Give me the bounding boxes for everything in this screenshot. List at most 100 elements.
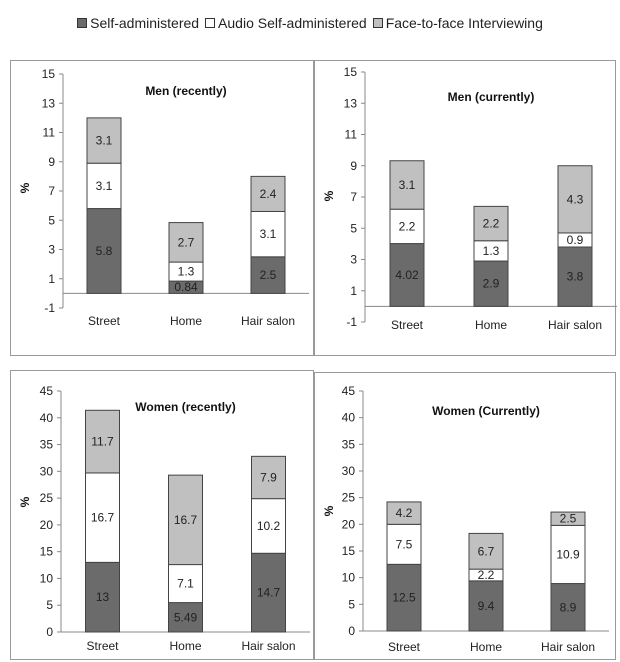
legend-swatch-self-administered <box>77 18 87 28</box>
x-tick-label: Home <box>475 318 507 332</box>
data-label-face-to-face-interviewing-street: 3.1 <box>96 134 113 148</box>
y-tick-label: 5 <box>350 221 357 235</box>
y-axis-label: % <box>18 182 32 193</box>
legend-label-audio-self-administered: Audio Self-administered <box>218 15 367 31</box>
x-tick-label: Street <box>88 314 121 328</box>
y-tick-label: -1 <box>346 315 357 329</box>
chart-title: Women (recently) <box>135 400 235 414</box>
y-tick-label: 30 <box>40 464 54 478</box>
chart-svg: -1135791113155.83.13.1Street0.841.32.7Ho… <box>11 61 313 355</box>
data-label-audio-self-administered-street: 3.1 <box>96 179 113 193</box>
legend-item-self-administered: Self-administered <box>77 15 199 31</box>
y-tick-label: 40 <box>40 411 54 425</box>
y-tick-label: 20 <box>40 518 54 532</box>
data-label-audio-self-administered-street: 16.7 <box>91 511 115 525</box>
chart-title: Men (recently) <box>145 84 226 98</box>
data-label-self-administered-hair-salon: 14.7 <box>257 586 281 600</box>
legend-label-self-administered: Self-administered <box>90 15 199 31</box>
x-tick-label: Street <box>391 318 424 332</box>
data-label-face-to-face-interviewing-home: 2.7 <box>178 235 195 249</box>
data-label-audio-self-administered-hair-salon: 10.9 <box>556 547 580 561</box>
data-label-self-administered-home: 2.9 <box>483 277 500 291</box>
y-tick-label: 40 <box>342 411 356 425</box>
chart-panel-men-recently: -1 1 3 5 7 9 11 13 15 5.8 3.1 3.1 Street 0.84 1.3 2.7 Ho… <box>10 60 314 356</box>
data-label-face-to-face-interviewing-hair-salon: 2.5 <box>560 512 577 526</box>
y-tick-label: 0 <box>348 624 355 638</box>
y-tick-label: 5 <box>48 213 55 227</box>
data-label-face-to-face-interviewing-home: 16.7 <box>174 513 198 527</box>
data-label-audio-self-administered-hair-salon: 0.9 <box>567 233 584 247</box>
data-label-audio-self-administered-hair-salon: 10.2 <box>257 519 281 533</box>
y-tick-label: 15 <box>40 545 54 559</box>
data-label-audio-self-administered-home: 1.3 <box>483 244 500 258</box>
data-label-self-administered-street: 4.02 <box>395 268 419 282</box>
y-axis-label: % <box>322 505 336 516</box>
data-label-self-administered-street: 12.5 <box>392 591 416 605</box>
y-tick-label: 0 <box>46 625 53 639</box>
chart-panel-women-recently: 0 5 10 15 20 25 30 35 40 45 13 16.7 11.7 Street 5.49 7.… <box>10 370 314 660</box>
x-tick-label: Hair salon <box>241 314 295 328</box>
data-label-face-to-face-interviewing-hair-salon: 4.3 <box>567 192 584 206</box>
y-tick-label: 45 <box>342 384 356 398</box>
data-label-audio-self-administered-home: 7.1 <box>177 577 194 591</box>
y-tick-label: 35 <box>342 437 356 451</box>
y-tick-label: 9 <box>48 155 55 169</box>
x-tick-label: Home <box>170 314 202 328</box>
legend-item-audio-self-administered: Audio Self-administered <box>205 15 367 31</box>
data-label-audio-self-administered-hair-salon: 3.1 <box>260 227 277 241</box>
x-tick-label: Home <box>470 640 502 654</box>
y-tick-label: 5 <box>348 597 355 611</box>
y-tick-label: 7 <box>48 184 55 198</box>
data-label-self-administered-hair-salon: 2.5 <box>260 268 277 282</box>
data-label-audio-self-administered-home: 1.3 <box>178 265 195 279</box>
legend-swatch-audio-self-administered <box>205 18 215 28</box>
y-tick-label: 9 <box>350 159 357 173</box>
x-tick-label: Hair salon <box>548 318 602 332</box>
y-tick-label: 45 <box>40 384 54 398</box>
y-tick-label: 3 <box>350 253 357 267</box>
y-tick-label: 15 <box>344 65 358 79</box>
y-tick-label: 13 <box>42 96 56 110</box>
chart-legend: Self-administered Audio Self-administere… <box>0 10 620 36</box>
y-tick-label: 20 <box>342 517 356 531</box>
y-tick-label: 10 <box>342 571 356 585</box>
x-tick-label: Street <box>388 640 421 654</box>
y-tick-label: 1 <box>48 272 55 286</box>
data-label-self-administered-street: 13 <box>96 590 110 604</box>
y-tick-label: 10 <box>40 571 54 585</box>
y-tick-label: 11 <box>345 128 358 142</box>
y-tick-label: 5 <box>46 598 53 612</box>
y-tick-label: 15 <box>42 67 56 81</box>
data-label-audio-self-administered-street: 7.5 <box>396 537 413 551</box>
y-tick-label: 3 <box>48 243 55 257</box>
data-label-face-to-face-interviewing-street: 4.2 <box>396 506 413 520</box>
data-label-self-administered-hair-salon: 3.8 <box>567 270 584 284</box>
legend-label-face-to-face: Face-to-face Interviewing <box>386 15 543 31</box>
chart-title: Men (currently) <box>448 90 535 104</box>
x-tick-label: Hair salon <box>541 640 595 654</box>
chart-svg: 0 5 10 15 20 25 30 35 40 45 13 16.7 11.7 Street 5.49 7.… <box>11 371 313 659</box>
y-tick-label: 15 <box>342 544 356 558</box>
data-label-self-administered-home: 5.49 <box>174 610 198 624</box>
y-tick-label: 25 <box>40 491 54 505</box>
y-axis-label: % <box>322 190 336 201</box>
chart-title: Women (Currently) <box>432 404 540 418</box>
data-label-self-administered-home: 0.84 <box>174 280 198 294</box>
chart-panel-women-currently: 0 5 10 15 20 25 30 35 40 45 12.5 7.5 4.2 Street 9.4 2.2… <box>314 372 616 660</box>
x-tick-label: Home <box>169 639 201 653</box>
chart-panel-men-currently: -1 1 3 5 7 9 11 13 15 4.02 2.2 3.1 Street 2.9 1.3 2.2 Ho… <box>314 60 616 356</box>
y-tick-label: 1 <box>350 284 357 298</box>
legend-item-face-to-face: Face-to-face Interviewing <box>373 15 543 31</box>
x-tick-label: Street <box>86 639 119 653</box>
y-axis-label: % <box>18 496 32 507</box>
y-tick-label: 13 <box>344 96 358 110</box>
data-label-face-to-face-interviewing-hair-salon: 7.9 <box>260 470 277 484</box>
data-label-face-to-face-interviewing-street: 3.1 <box>399 178 416 192</box>
data-label-audio-self-administered-home: 2.2 <box>478 568 495 582</box>
chart-svg: 0 5 10 15 20 25 30 35 40 45 12.5 7.5 4.2 Street 9.4 2.2… <box>315 373 615 659</box>
data-label-self-administered-hair-salon: 8.9 <box>560 600 577 614</box>
y-tick-label: 30 <box>342 464 356 478</box>
y-tick-label: 35 <box>40 438 54 452</box>
y-tick-label: -1 <box>44 301 55 315</box>
y-tick-label: 7 <box>350 190 357 204</box>
